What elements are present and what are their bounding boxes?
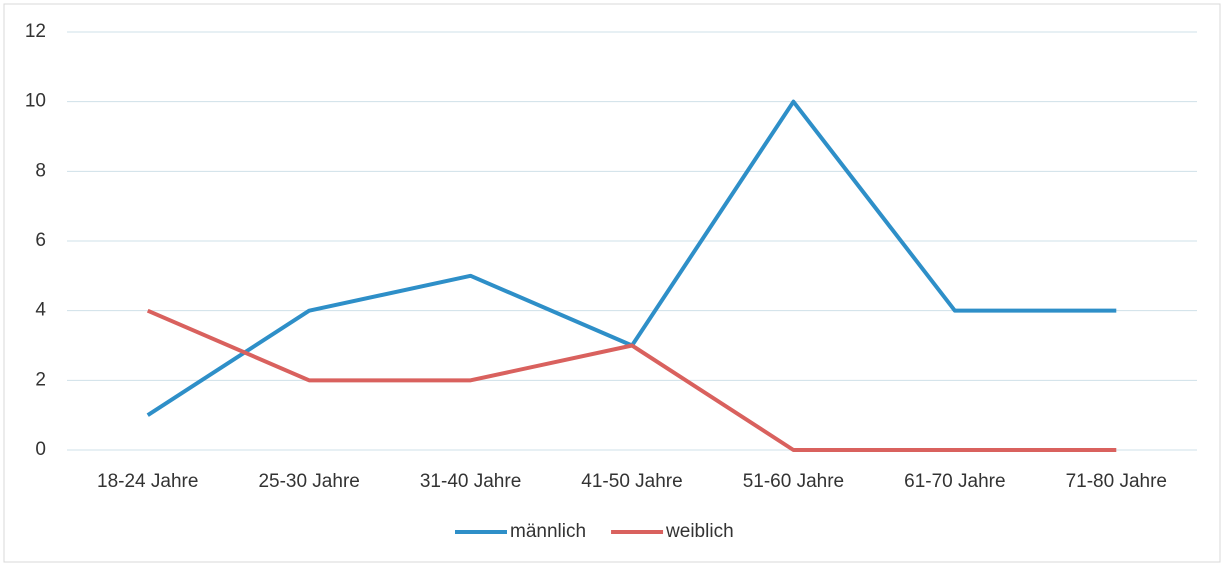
x-tick-label: 71-80 Jahre [1066, 471, 1167, 492]
x-tick-label: 41-50 Jahre [581, 471, 682, 492]
legend-label: männlich [510, 521, 586, 542]
y-tick-label: 4 [35, 300, 46, 321]
x-tick-label: 51-60 Jahre [743, 471, 844, 492]
x-tick-label: 61-70 Jahre [904, 471, 1005, 492]
y-tick-label: 6 [35, 230, 46, 251]
line-series [146, 308, 1117, 452]
x-tick-label: 18-24 Jahre [97, 471, 198, 492]
chart-frame [3, 3, 1221, 563]
y-tick-label: 0 [35, 439, 46, 460]
x-tick-label: 25-30 Jahre [258, 471, 359, 492]
x-tick-label: 31-40 Jahre [420, 471, 521, 492]
legend-label: weiblich [665, 521, 734, 542]
y-tick-label: 10 [25, 91, 46, 112]
y-tick-label: 2 [35, 369, 46, 390]
y-tick-label: 12 [25, 21, 46, 42]
y-tick-label: 8 [35, 160, 46, 181]
